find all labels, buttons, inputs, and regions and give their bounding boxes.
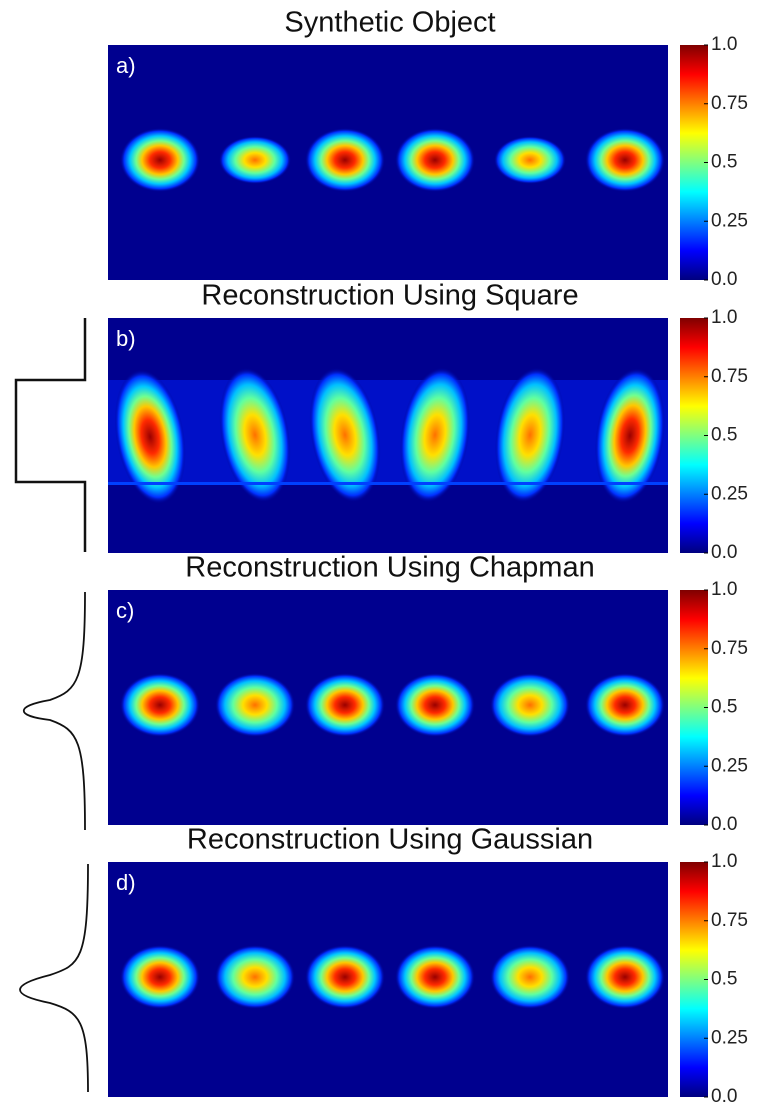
- blob: [585, 128, 665, 192]
- colorbar-tick-label: 0.5: [711, 969, 737, 990]
- band-edge: [108, 482, 668, 485]
- blob: [400, 367, 470, 503]
- colorbar-tick-label: 0.0: [711, 814, 737, 835]
- colorbar-tick-label: 0.0: [711, 1086, 737, 1106]
- blob: [120, 128, 200, 192]
- colorbar: [680, 590, 708, 825]
- panel-label: b): [116, 326, 136, 351]
- colorbar-tick-label: 1.0: [711, 579, 737, 600]
- blob: [585, 673, 665, 737]
- blob: [490, 673, 570, 737]
- blob: [495, 367, 565, 503]
- blob: [305, 945, 385, 1009]
- colorbar-tick-label: 1.0: [711, 34, 737, 55]
- blob: [395, 128, 475, 192]
- square-profile: [14, 318, 87, 552]
- colorbar-tick-label: 0.5: [711, 425, 737, 446]
- blob: [120, 673, 200, 737]
- colorbar-tick-label: 0.25: [711, 1027, 748, 1048]
- blob: [305, 128, 385, 192]
- colorbar-tick-label: 0.75: [711, 638, 748, 659]
- colorbar-tick-label: 0.75: [711, 366, 748, 387]
- blob: [305, 673, 385, 737]
- blob: [215, 673, 295, 737]
- colorbar-tick-label: 0.25: [711, 755, 748, 776]
- colorbar-tick-label: 0.25: [711, 210, 748, 231]
- colorbar-tick-label: 0.5: [711, 152, 737, 173]
- colorbar-tick-label: 0.0: [711, 269, 737, 290]
- chapman-profile: [23, 591, 86, 831]
- heatmap-background: [108, 590, 668, 825]
- heatmap: [120, 945, 665, 1009]
- blob: [395, 945, 475, 1009]
- colorbar-tick-label: 1.0: [711, 851, 737, 872]
- gaussian-profile: [19, 863, 89, 1093]
- panel-title: Synthetic Object: [284, 7, 495, 39]
- blob: [219, 367, 291, 503]
- colorbar: [680, 862, 708, 1097]
- heatmap-background: [108, 45, 668, 280]
- heatmap: [108, 367, 668, 504]
- heatmap: [120, 128, 665, 192]
- panel-title: Reconstruction Using Square: [201, 280, 578, 312]
- colorbar-tick-label: 1.0: [711, 307, 737, 328]
- panel-title: Reconstruction Using Gaussian: [187, 824, 593, 856]
- colorbar: [680, 45, 708, 280]
- heatmap: [120, 673, 665, 737]
- colorbar-tick-label: 0.5: [711, 697, 737, 718]
- blob: [490, 945, 570, 1009]
- panel-label: d): [116, 870, 136, 895]
- blob: [395, 673, 475, 737]
- blob: [120, 945, 200, 1009]
- blob: [494, 136, 566, 184]
- panel-label: c): [116, 598, 134, 623]
- colorbar-tick-label: 0.75: [711, 93, 748, 114]
- colorbar-tick-label: 0.75: [711, 910, 748, 931]
- panel-title: Reconstruction Using Chapman: [185, 552, 594, 584]
- band: [108, 380, 668, 484]
- heatmap-background: [108, 862, 668, 1097]
- blob: [219, 136, 291, 184]
- blob: [594, 368, 665, 504]
- blob: [585, 945, 665, 1009]
- blob: [309, 367, 381, 503]
- panel-label: a): [116, 53, 136, 78]
- colorbar: [680, 318, 708, 553]
- colorbar-tick-label: 0.0: [711, 542, 737, 563]
- blob: [215, 945, 295, 1009]
- colorbar-tick-label: 0.25: [711, 483, 748, 504]
- blob: [114, 369, 186, 504]
